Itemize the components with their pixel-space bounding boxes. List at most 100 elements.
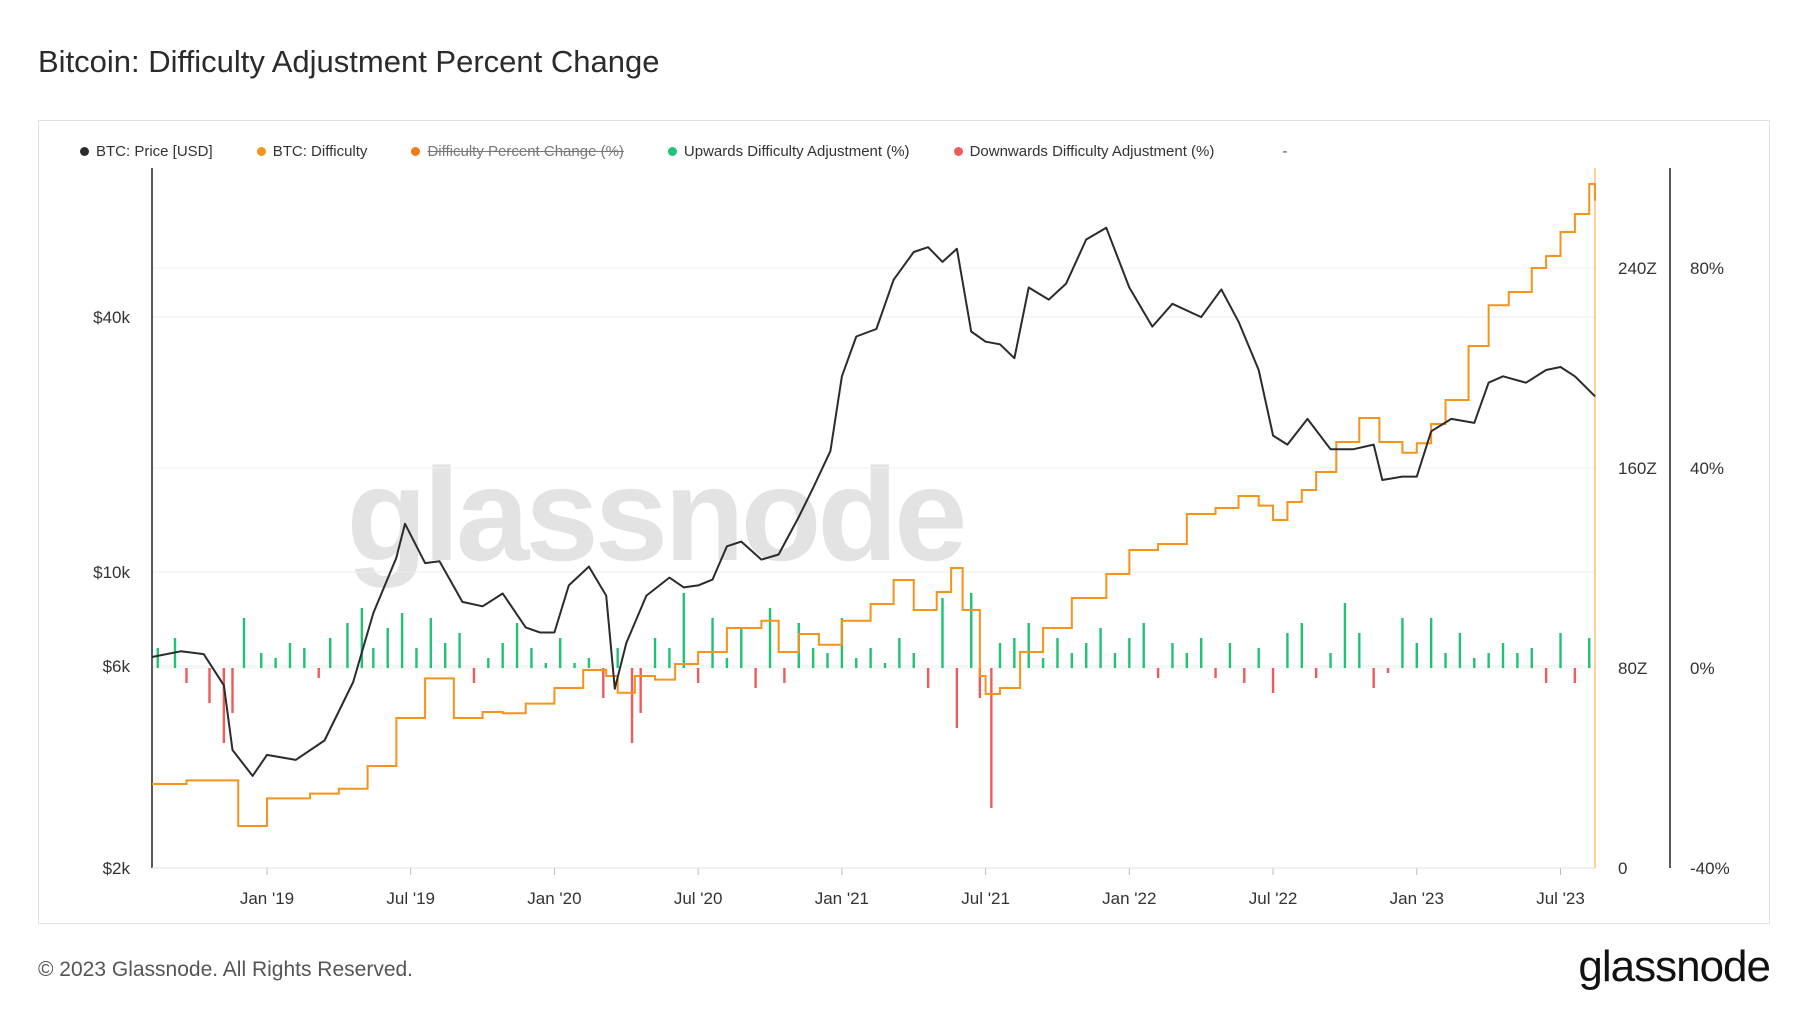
bar-upward-adjustment — [1358, 633, 1361, 668]
bar-upward-adjustment — [303, 648, 306, 668]
bar-upward-adjustment — [360, 608, 364, 668]
chart-frame — [38, 120, 1770, 924]
bar-upward-adjustment — [1185, 653, 1189, 668]
legend-dot-difficulty-percent-change — [411, 146, 421, 156]
bar-upward-adjustment — [573, 663, 576, 668]
legend-label-difficulty-percent-change: Difficulty Percent Change (%) — [427, 142, 624, 160]
bar-upward-adjustment — [530, 648, 533, 668]
bar-upward-adjustment — [329, 638, 332, 668]
x-tick-label: Jul '22 — [1249, 889, 1298, 908]
y-tick-label-difficulty: 240Z — [1618, 259, 1657, 278]
bar-upward-adjustment — [1257, 648, 1260, 668]
bar-upward-adjustment — [1343, 603, 1347, 668]
bar-upward-adjustment — [811, 648, 815, 668]
bar-upward-adjustment — [156, 648, 159, 668]
bar-upward-adjustment — [855, 658, 858, 668]
bar-upward-adjustment — [668, 648, 671, 668]
watermark: glassnode — [347, 441, 964, 588]
bar-upward-adjustment — [346, 623, 349, 668]
bar-upward-adjustment — [682, 593, 685, 668]
bar-upward-adjustment — [1530, 648, 1533, 668]
bar-upward-adjustment — [1473, 658, 1476, 668]
bar-upward-adjustment — [274, 658, 277, 668]
price-line — [151, 226, 1596, 777]
bar-upward-adjustment — [1041, 658, 1045, 668]
bar-upward-adjustment — [587, 658, 591, 668]
bar-upward-adjustment — [1329, 653, 1332, 668]
bar-upward-adjustment — [1300, 623, 1304, 668]
bar-upward-adjustment — [544, 663, 548, 668]
legend-dot-downwards-adjustment — [953, 146, 963, 156]
x-tick-label: Jan '19 — [240, 889, 294, 908]
legend-label-price: BTC: Price [USD] — [96, 142, 213, 160]
bar-downward-adjustment — [1214, 668, 1217, 678]
bar-upward-adjustment — [487, 658, 490, 668]
bar-upward-adjustment — [1070, 653, 1074, 668]
legend-item-upwards-adjustment[interactable]: Upwards Difficulty Adjustment (%) — [667, 142, 910, 160]
x-tick-label: Jul '19 — [386, 889, 435, 908]
bar-upward-adjustment — [1444, 653, 1447, 668]
tick-labels: $2k $6k $10k $40k 0 80Z 160Z 240Z -40% 0% 40% 80% Ja… — [93, 259, 1730, 908]
y-tick-label-price: $2k — [103, 859, 131, 878]
bar-upward-adjustment — [1099, 628, 1102, 668]
bar-upward-adjustment — [826, 653, 829, 668]
y-tick-label-price: $6k — [103, 657, 131, 676]
bar-upward-adjustment — [616, 648, 619, 668]
bar-upward-adjustment — [1056, 638, 1059, 668]
legend-dot-upwards-adjustment — [667, 146, 677, 156]
bar-downward-adjustment — [1544, 668, 1548, 683]
bar-series — [156, 593, 1591, 808]
bar-downward-adjustment — [185, 668, 188, 683]
bar-upward-adjustment — [869, 648, 872, 668]
bar-downward-adjustment — [1573, 668, 1577, 683]
y-tick-label-difficulty: 80Z — [1618, 659, 1647, 678]
bar-upward-adjustment — [1487, 653, 1490, 668]
y-tick-label-percent: 40% — [1690, 459, 1724, 478]
y-tick-label-percent: 0% — [1690, 659, 1715, 678]
legend-label-upwards-adjustment: Upwards Difficulty Adjustment (%) — [683, 142, 910, 160]
copyright-footer: © 2023 Glassnode. All Rights Reserved. — [38, 958, 414, 981]
legend-item-difficulty-percent-change[interactable]: Difficulty Percent Change (%) — [411, 142, 624, 160]
legend-item-price[interactable]: BTC: Price [USD] — [80, 143, 213, 160]
bar-downward-adjustment — [1271, 668, 1275, 693]
bar-upward-adjustment — [711, 618, 714, 668]
bar-downward-adjustment — [1243, 668, 1246, 683]
bar-upward-adjustment — [883, 663, 887, 668]
bar-upward-adjustment — [1516, 653, 1519, 668]
bar-upward-adjustment — [653, 638, 657, 668]
difficulty-line — [152, 183, 1596, 827]
bar-upward-adjustment — [558, 638, 562, 668]
legend-extra: - — [1282, 142, 1288, 160]
bar-upward-adjustment — [768, 608, 772, 668]
bar-downward-adjustment — [639, 668, 642, 713]
bar-upward-adjustment — [1027, 623, 1030, 668]
bar-upward-adjustment — [429, 618, 433, 668]
bar-upward-adjustment — [386, 628, 389, 668]
bar-downward-adjustment — [1314, 668, 1318, 678]
legend-item-downwards-adjustment[interactable]: Downwards Difficulty Adjustment (%) — [953, 143, 1214, 160]
bar-upward-adjustment — [912, 653, 915, 668]
bar-upward-adjustment — [1013, 638, 1016, 668]
legend-item-difficulty[interactable]: BTC: Difficulty — [256, 143, 367, 160]
bar-downward-adjustment — [783, 668, 786, 683]
bar-downward-adjustment — [978, 668, 982, 698]
bar-downward-adjustment — [208, 668, 211, 703]
bar-upward-adjustment — [1401, 618, 1404, 668]
bar-downward-adjustment — [696, 668, 700, 683]
bar-upward-adjustment — [1128, 638, 1131, 668]
bar-upward-adjustment — [1113, 653, 1117, 668]
bar-upward-adjustment — [1559, 633, 1562, 668]
bar-upward-adjustment — [1415, 643, 1418, 668]
bar-downward-adjustment — [754, 668, 757, 688]
bar-downward-adjustment — [222, 668, 226, 743]
bar-upward-adjustment — [515, 623, 519, 668]
y-tick-label-price: $10k — [93, 563, 130, 582]
bar-upward-adjustment — [1085, 643, 1088, 668]
y-tick-label-price: $40k — [93, 308, 130, 327]
bar-upward-adjustment — [1501, 643, 1505, 668]
chart-legend: BTC: Price [USD] BTC: Difficulty Difficu… — [80, 140, 1287, 162]
bar-upward-adjustment — [1171, 643, 1174, 668]
x-tick-label: Jul '23 — [1536, 889, 1585, 908]
y-tick-label-difficulty: 0 — [1618, 859, 1627, 878]
